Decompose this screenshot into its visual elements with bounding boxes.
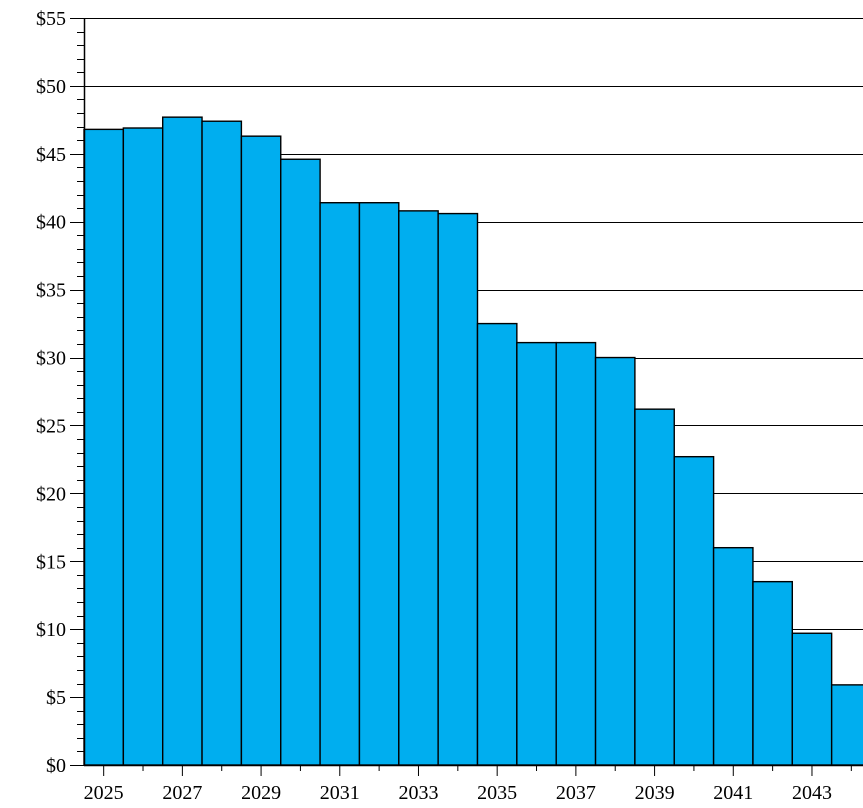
y-tick-labels: $0 $5 $10 $15 $20 $25 $30 $35 $40 $45 $50 $55 [36,8,66,777]
x-tick-label: 2029 [241,782,281,804]
x-tick-label: 2033 [398,782,438,804]
y-tick-label: $15 [36,551,66,573]
x-tick-label: 2031 [320,782,360,804]
bar-2028 [201,120,243,766]
bar-2025 [83,128,125,766]
y-tick-label: $10 [36,619,66,641]
axes [70,18,863,776]
y-tick-label: $25 [36,415,66,437]
x-tick-label: 2025 [84,782,124,804]
x-tick-label: 2041 [713,782,753,804]
bar-2039 [634,408,675,766]
bar-2026 [122,127,164,766]
y-tick-label: $40 [36,212,66,234]
bar-2041 [712,546,754,766]
bar-2033 [398,210,439,766]
bar-2032 [358,202,400,766]
y-tick-label: $5 [46,687,66,709]
y-tick-label: $50 [36,76,66,98]
bar-2035 [476,322,518,766]
y-tick-label: $45 [36,144,66,166]
y-tick-label: $20 [36,483,66,505]
x-tick-label: 2043 [792,782,832,804]
bar-2031 [319,202,361,766]
bar-2027 [161,116,203,766]
y-tick-label: $55 [36,8,66,30]
x-tick-label: 2035 [477,782,517,804]
y-tick-label: $30 [36,348,66,370]
bar-2038 [594,356,636,766]
bar-2040 [673,455,715,766]
bar-2030 [280,158,321,766]
bar-2044 [830,684,863,766]
x-tick-label: 2027 [162,782,202,804]
bar-2037 [555,341,597,766]
x-tick-label: 2039 [635,782,675,804]
bar-2029 [240,135,282,766]
bar-2042 [752,580,794,766]
x-tick-labels: 2025 2027 2029 2031 2033 2035 2037 2039 2041 2043 [84,782,832,804]
bars [83,116,863,766]
bar-2043 [791,632,833,766]
bar-2036 [516,341,557,766]
y-tick-label: $0 [46,755,66,777]
y-tick-label: $35 [36,280,66,302]
x-tick-label: 2037 [556,782,596,804]
bar-2034 [437,212,479,766]
